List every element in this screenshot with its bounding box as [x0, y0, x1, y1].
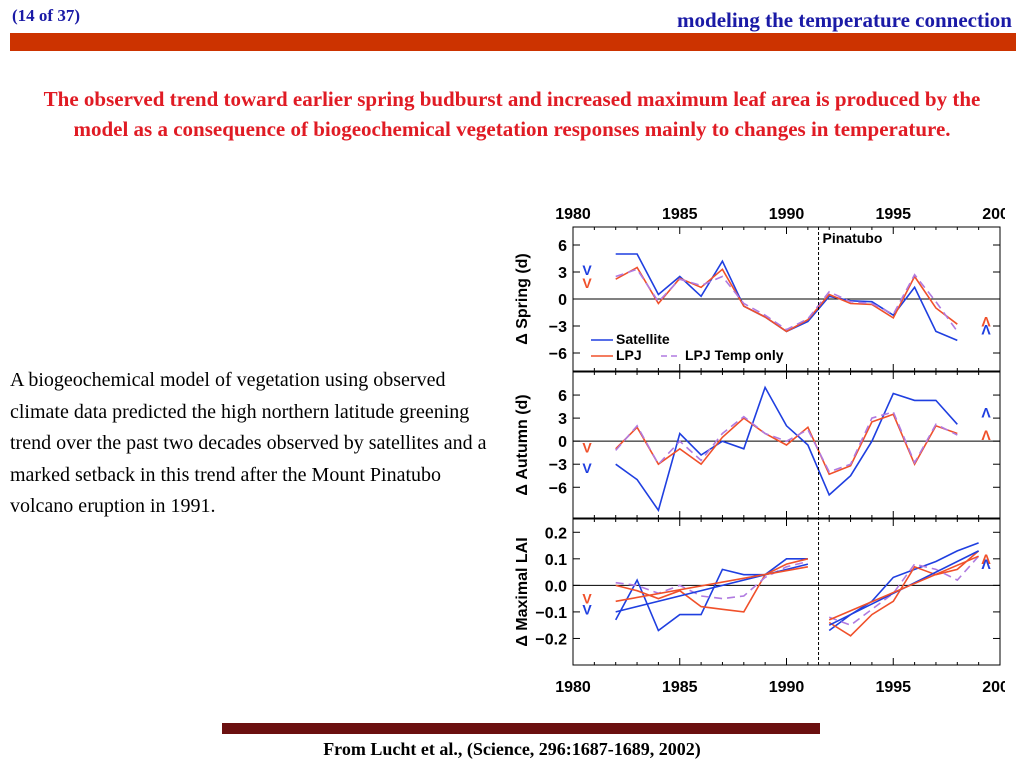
y-tick-label: −3	[549, 319, 567, 336]
series-line	[615, 268, 958, 332]
x-tick-label-top: 1990	[769, 206, 805, 223]
y-axis-label: Δ Autumn (d)	[514, 394, 531, 495]
trend-marker: Λ	[981, 322, 991, 338]
y-tick-label: −0.2	[535, 631, 567, 648]
y-tick-label: 6	[558, 238, 567, 255]
x-tick-label-top: 1995	[875, 206, 911, 223]
trend-marker: Λ	[981, 551, 991, 567]
y-tick-label: 0	[558, 434, 567, 451]
x-tick-label-bottom: 1990	[769, 679, 805, 696]
y-tick-label: 0.0	[545, 578, 567, 595]
trend-marker: V	[582, 439, 592, 455]
x-tick-label-bottom: 1995	[875, 679, 911, 696]
x-tick-label-bottom: 1985	[662, 679, 698, 696]
y-tick-label: 3	[558, 265, 567, 282]
legend-label: Satellite	[616, 331, 670, 347]
series-line	[615, 413, 958, 476]
pinatubo-label: Pinatubo	[823, 230, 883, 246]
y-tick-label: −0.1	[535, 605, 567, 622]
y-tick-label: −6	[549, 346, 567, 363]
trend-marker: V	[582, 591, 592, 607]
series-line	[614, 542, 979, 632]
series-line	[615, 253, 958, 342]
series-line	[615, 385, 958, 513]
citation: From Lucht et al., (Science, 296:1687-16…	[323, 739, 701, 759]
slide-counter: (14 of 37)	[12, 6, 80, 25]
y-tick-label: 3	[558, 411, 567, 428]
headline: The observed trend toward earlier spring…	[43, 87, 981, 141]
series-line	[615, 550, 980, 637]
trend-marker: V	[582, 262, 592, 278]
legend-label: LPJ Temp only	[685, 347, 784, 363]
y-tick-label: 0.1	[545, 552, 567, 569]
y-tick-label: −3	[549, 457, 567, 474]
trend-marker: V	[582, 275, 592, 291]
y-axis-label: Δ Maximal LAI	[514, 537, 531, 646]
header-accent-bar	[10, 33, 1016, 51]
series-line	[615, 566, 809, 603]
legend-label: LPJ	[616, 347, 642, 363]
y-tick-label: 0.2	[545, 525, 567, 542]
slide-title: modeling the temperature connection	[677, 8, 1012, 32]
trend-marker: Λ	[981, 405, 991, 421]
trend-marker: Λ	[981, 427, 991, 443]
citation-bar	[222, 723, 820, 734]
y-axis-label: Δ Spring (d)	[514, 253, 531, 344]
trend-marker: Λ	[981, 314, 991, 330]
y-tick-label: 6	[558, 388, 567, 405]
x-tick-label-bottom: 1980	[555, 679, 591, 696]
series-line	[828, 555, 979, 621]
x-tick-label-top: 2000	[982, 206, 1005, 223]
trend-marker: V	[582, 460, 592, 476]
trend-marker: Λ	[981, 556, 991, 572]
x-tick-label-top: 1985	[662, 206, 698, 223]
body-paragraph: A biogeochemical model of vegetation usi…	[10, 369, 487, 517]
x-tick-label-bottom: 2000	[982, 679, 1005, 696]
trend-marker: V	[582, 601, 592, 617]
x-tick-label-top: 1980	[555, 206, 591, 223]
y-tick-label: 0	[558, 292, 567, 309]
panel-frame	[572, 518, 1001, 666]
series-line	[615, 411, 958, 473]
lucht-figure: 1980 1980 1985 1985 1990 1990 1995 1995 2000 2000…	[514, 206, 1005, 696]
y-tick-label: −6	[549, 480, 567, 497]
